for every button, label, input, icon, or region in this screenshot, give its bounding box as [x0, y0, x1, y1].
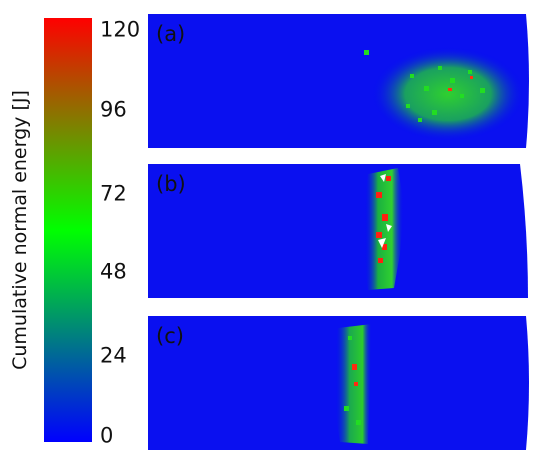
colorbar-tick-120: 120: [100, 17, 141, 42]
panel-c-field: [148, 316, 529, 450]
panel-b-field: [148, 164, 528, 298]
colorbar-tick-48: 48: [100, 259, 127, 284]
colorbar-label: Cumulative normal energy [J]: [9, 90, 31, 370]
colorbar: [44, 18, 92, 442]
panel-c: (c): [148, 316, 542, 450]
colorbar-tick-96: 96: [100, 97, 127, 122]
panel-b-label: (b): [156, 172, 186, 196]
colorbar-tick-72: 72: [100, 181, 127, 206]
colorbar-title: Cumulative normal energy [J]: [0, 18, 40, 442]
panel-a-label: (a): [156, 22, 186, 46]
panel-a-field: [148, 14, 529, 148]
panel-c-label: (c): [156, 324, 184, 348]
colorbar-tick-24: 24: [100, 343, 127, 368]
panel-a: (a): [148, 14, 542, 148]
panel-b: (b): [148, 164, 542, 298]
colorbar-tick-0: 0: [100, 423, 114, 448]
